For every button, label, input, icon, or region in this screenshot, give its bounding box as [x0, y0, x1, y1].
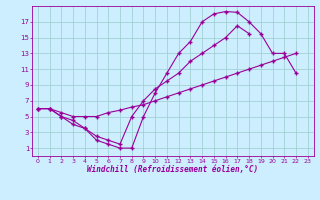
X-axis label: Windchill (Refroidissement éolien,°C): Windchill (Refroidissement éolien,°C) [87, 165, 258, 174]
